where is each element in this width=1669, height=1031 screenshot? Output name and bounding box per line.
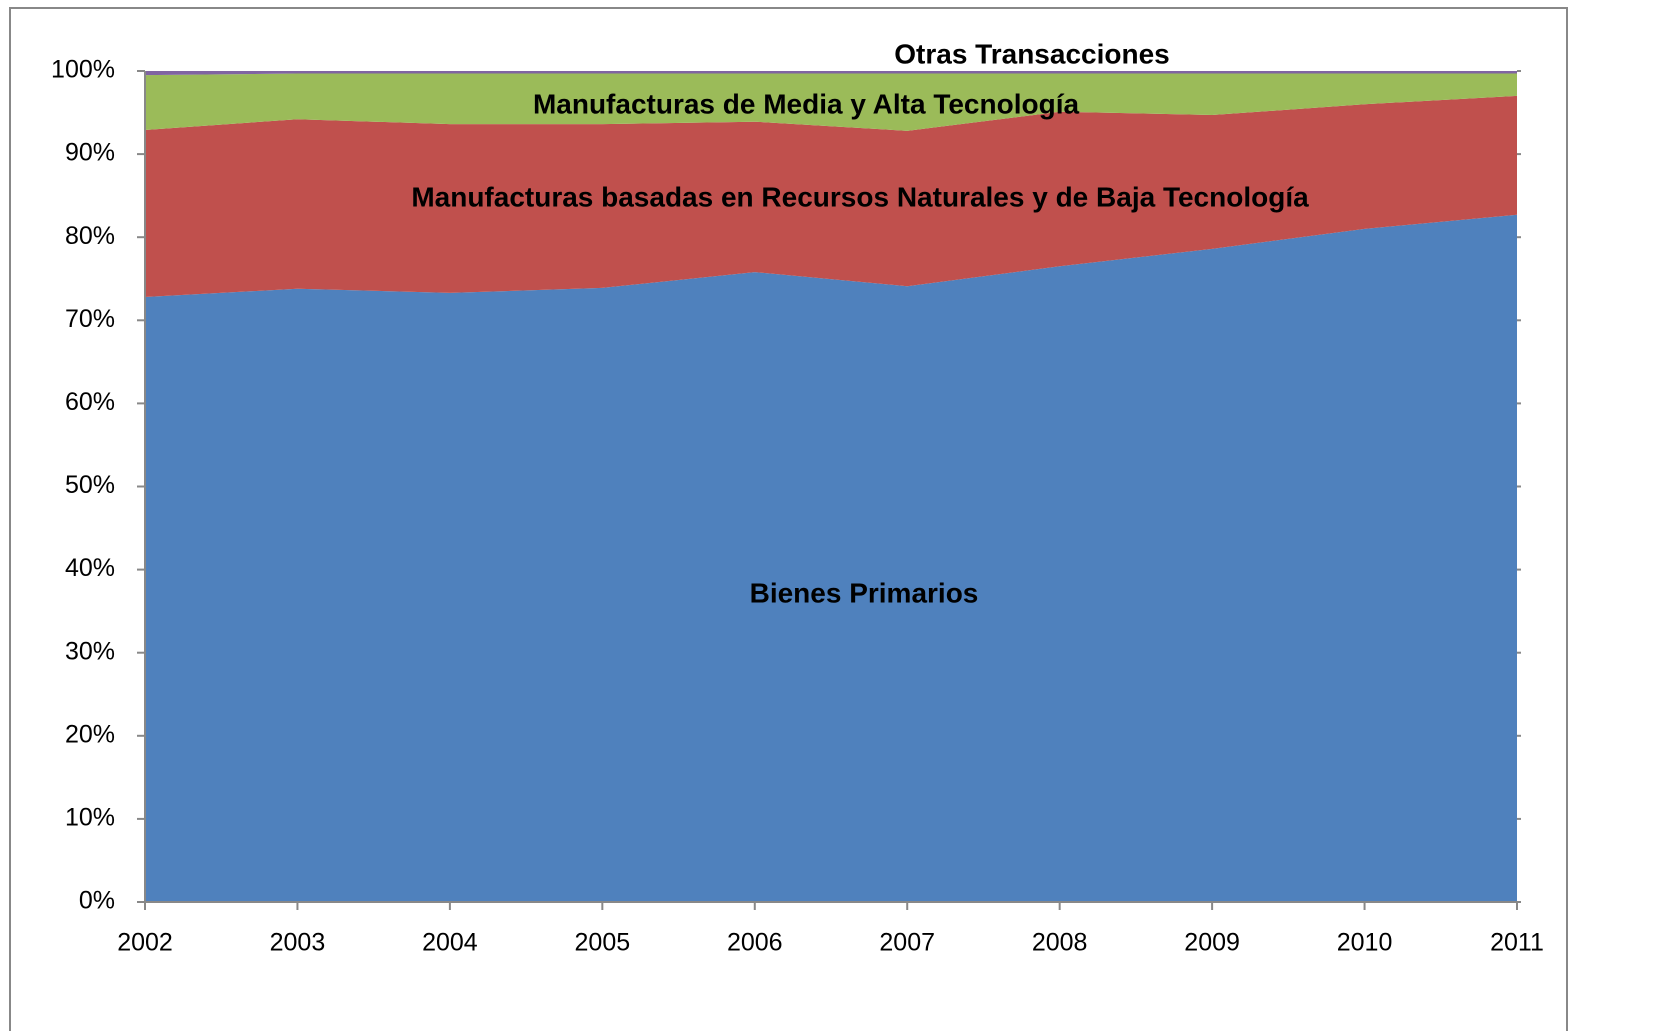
- x-tick-label: 2006: [727, 929, 783, 957]
- x-tick-label: 2002: [117, 929, 173, 957]
- y-tick-label: 60%: [65, 388, 115, 416]
- x-tick-label: 2011: [1490, 929, 1544, 957]
- area: [145, 95, 1517, 298]
- y-tick-label: 40%: [65, 554, 115, 582]
- area: [145, 73, 1517, 131]
- y-tick-label: 80%: [65, 222, 115, 250]
- y-tick-label: 50%: [65, 471, 115, 499]
- x-tick-label: 2004: [422, 929, 478, 957]
- series-label: Bienes Primarios: [750, 577, 979, 608]
- x-tick-label: 2010: [1337, 929, 1393, 957]
- series-label: Manufacturas basadas en Recursos Natural…: [411, 181, 1309, 212]
- y-tick-label: 0%: [79, 887, 115, 915]
- y-tick-label: 20%: [65, 720, 115, 748]
- y-tick-label: 70%: [65, 305, 115, 333]
- y-tick-label: 100%: [51, 56, 115, 84]
- y-tick-label: 30%: [65, 637, 115, 665]
- area: [145, 214, 1517, 902]
- series-label: Otras Transacciones: [894, 38, 1169, 69]
- x-tick-label: 2009: [1184, 929, 1240, 957]
- y-tick-label: 90%: [65, 139, 115, 167]
- area: [145, 71, 1517, 76]
- x-tick-label: 2007: [879, 929, 935, 957]
- x-tick-label: 2005: [575, 929, 631, 957]
- x-tick-label: 2003: [270, 929, 326, 957]
- y-tick-label: 10%: [65, 804, 115, 832]
- series-label: Manufacturas de Media y Alta Tecnología: [533, 88, 1080, 119]
- x-tick-label: 2008: [1032, 929, 1088, 957]
